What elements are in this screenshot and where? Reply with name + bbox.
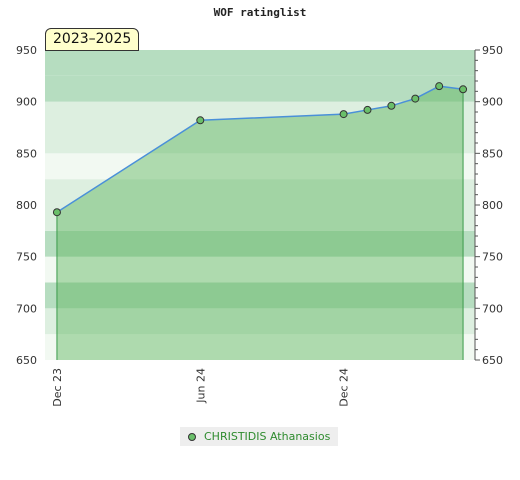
legend: CHRISTIDIS Athanasios: [180, 427, 339, 446]
series-line: [56, 85, 464, 213]
data-point: [411, 94, 420, 103]
y-right-tick-label: 900: [482, 96, 503, 109]
y-right-tick-label: 850: [482, 147, 503, 160]
y-tick-label: 900: [16, 96, 37, 109]
background-bands: [45, 50, 475, 360]
y-right-tick-label: 700: [482, 302, 503, 315]
background-band: [45, 256, 475, 283]
legend-marker: [188, 433, 196, 441]
background-band: [45, 75, 475, 102]
background-band: [45, 153, 475, 180]
series-fill-layer: [56, 86, 464, 361]
x-tick-label: Jun 24: [194, 368, 207, 404]
legend-label: CHRISTIDIS Athanasios: [204, 430, 331, 443]
series-point-layer: [52, 82, 468, 217]
y-right-tick-label: 800: [482, 199, 503, 212]
y-tick-label: 800: [16, 199, 37, 212]
data-point: [52, 208, 61, 217]
background-band: [45, 230, 475, 257]
background-band: [45, 50, 475, 76]
background-band: [45, 127, 475, 154]
y-tick-label: 950: [16, 44, 37, 57]
x-axis: Dec 23 Jun 24 Dec 24: [51, 368, 351, 407]
background-band: [45, 308, 475, 335]
background-band: [45, 282, 475, 309]
y-right-tick-label: 750: [482, 251, 503, 264]
y-tick-label: 650: [16, 354, 37, 367]
series-area: [56, 86, 464, 361]
period-badge: 2023–2025: [45, 28, 140, 51]
y-tick-label: 700: [16, 302, 37, 315]
data-point: [196, 116, 205, 125]
data-point: [339, 110, 348, 119]
data-point: [363, 105, 372, 114]
series-line-layer: [56, 85, 464, 213]
data-point: [459, 85, 468, 94]
chart-title: WOF ratinglist: [213, 6, 307, 19]
y-axis-left: 650 700 750 800 850 900 950: [16, 44, 37, 367]
background-band: [45, 334, 475, 360]
y-axis-right: 650 700 750 800 850 900 950: [474, 44, 503, 367]
y-tick-label: 750: [16, 251, 37, 264]
y-right-tick-label: 950: [482, 44, 503, 57]
data-point: [435, 82, 444, 91]
x-tick-label: Dec 24: [338, 368, 351, 407]
background-band: [45, 205, 475, 231]
background-band: [45, 179, 475, 205]
y-tick-label: 850: [16, 147, 37, 160]
data-point: [387, 101, 396, 110]
y-right-tick-label: 650: [482, 354, 503, 367]
background-band: [45, 101, 475, 128]
x-tick-label: Dec 23: [51, 368, 64, 407]
